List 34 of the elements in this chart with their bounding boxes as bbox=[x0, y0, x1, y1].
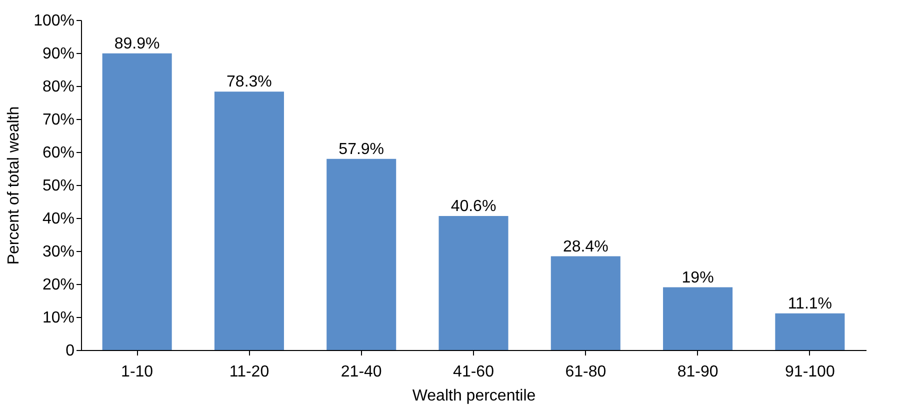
bar bbox=[550, 256, 620, 350]
x-tick-label: 1-10 bbox=[121, 364, 154, 380]
bar bbox=[775, 313, 845, 350]
x-tick-label: 81-90 bbox=[677, 364, 718, 380]
data-label: 11.1% bbox=[788, 295, 832, 312]
y-tick-label: 90% bbox=[42, 46, 74, 62]
data-label: 40.6% bbox=[450, 198, 496, 216]
bar bbox=[214, 92, 284, 350]
data-label: 57.9% bbox=[338, 140, 384, 158]
x-tick-label: 11-20 bbox=[229, 364, 270, 380]
bar bbox=[102, 53, 172, 350]
y-tick-label: 60% bbox=[42, 144, 74, 162]
y-tick-label: 20% bbox=[42, 276, 74, 294]
y-tick-label: 80% bbox=[42, 78, 74, 96]
bar bbox=[326, 158, 396, 350]
data-label: 19% bbox=[682, 269, 714, 286]
y-tick-label: 0 bbox=[66, 342, 75, 360]
data-label: 78.3% bbox=[226, 74, 272, 91]
data-label: 89.9% bbox=[114, 35, 160, 52]
y-tick-label: 10% bbox=[42, 310, 74, 326]
x-axis-title: Wealth percentile bbox=[412, 388, 536, 404]
y-tick-label: 40% bbox=[42, 210, 74, 228]
bar bbox=[438, 216, 508, 350]
bar bbox=[663, 287, 733, 350]
y-tick-label: 70% bbox=[42, 112, 74, 128]
y-axis-title: Percent of total wealth bbox=[6, 106, 23, 265]
x-tick-label: 61-80 bbox=[565, 364, 606, 380]
y-tick-label: 100% bbox=[34, 12, 74, 30]
x-tick-label: 91-100 bbox=[785, 364, 835, 380]
y-tick-label: 50% bbox=[42, 178, 74, 194]
data-label: 28.4% bbox=[562, 238, 608, 256]
x-tick-label: 21-40 bbox=[340, 364, 382, 380]
y-tick-label: 30% bbox=[42, 244, 74, 260]
x-tick-label: 41-60 bbox=[453, 364, 494, 380]
